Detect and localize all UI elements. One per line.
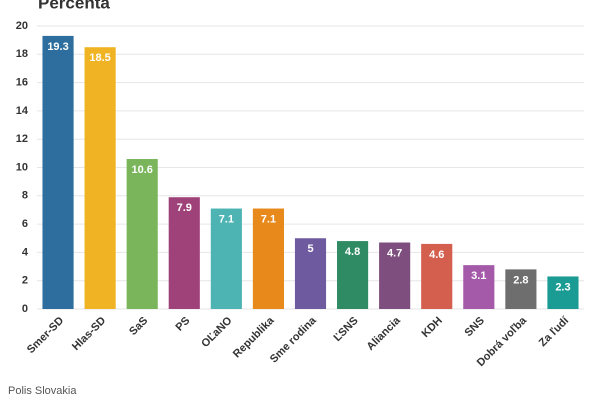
x-tick-label: Hlas-SD — [70, 315, 108, 353]
bar — [379, 242, 411, 309]
bar — [210, 208, 242, 309]
value-label: 2.8 — [513, 274, 528, 286]
bar — [168, 197, 200, 309]
value-label: 5 — [307, 243, 313, 255]
bar — [463, 265, 495, 309]
y-tick-label: 16 — [16, 77, 28, 89]
bar — [84, 47, 116, 309]
y-tick-label: 14 — [16, 105, 29, 117]
y-tick-label: 10 — [16, 161, 28, 173]
x-tick-label: Smer-SD — [25, 315, 66, 356]
bar — [252, 208, 284, 309]
x-tick-label: KDH — [420, 315, 445, 340]
bar — [547, 276, 579, 309]
value-label: 7.1 — [261, 213, 276, 225]
value-label: 4.8 — [345, 246, 360, 258]
value-label: 7.9 — [177, 202, 192, 214]
bar — [505, 269, 537, 309]
y-tick-label: 12 — [16, 133, 28, 145]
y-tick-label: 6 — [22, 218, 28, 230]
y-tick-label: 2 — [22, 275, 28, 287]
chart-title: Percenta — [38, 0, 110, 12]
x-tick-label: ĽSNS — [332, 315, 361, 344]
value-label: 19.3 — [47, 41, 68, 53]
value-label: 7.1 — [219, 213, 234, 225]
bar — [421, 243, 453, 309]
y-tick-label: 20 — [16, 20, 28, 32]
x-tick-label: Za ľudí — [537, 314, 572, 349]
x-tick-label: Sme rodina — [268, 314, 319, 365]
bar — [42, 35, 74, 309]
y-tick-label: 8 — [22, 190, 28, 202]
bar — [126, 159, 158, 309]
value-label: 2.3 — [555, 281, 570, 293]
y-tick-label: 4 — [22, 246, 29, 258]
value-label: 4.7 — [387, 247, 402, 259]
x-tick-label: SNS — [463, 315, 487, 339]
value-label: 4.6 — [429, 249, 444, 261]
bar — [294, 238, 327, 309]
bar — [337, 241, 369, 309]
x-tick-label: OĽaNO — [199, 314, 235, 350]
y-tick-label: 0 — [22, 303, 28, 315]
x-tick-label: Aliancia — [365, 314, 404, 353]
x-tick-label: SaS — [127, 315, 150, 338]
value-label: 18.5 — [89, 52, 110, 64]
value-label: 3.1 — [471, 270, 486, 282]
source: Polis Slovakia — [8, 385, 77, 397]
value-label: 10.6 — [131, 164, 152, 176]
x-tick-label: PS — [174, 315, 193, 334]
y-tick-label: 18 — [16, 48, 28, 60]
